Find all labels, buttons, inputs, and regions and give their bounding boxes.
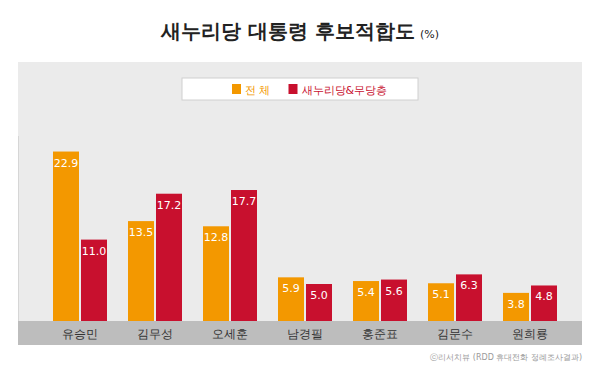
legend-swatch (232, 84, 241, 94)
labels: 22.9 11.0 13.5 17.2 12.8 17.7 5.9 5.0 5.4 5.6 5.1 6… (54, 157, 553, 311)
bar (53, 152, 79, 321)
title-text: 새누리당 대통령 후보적합도 (160, 19, 415, 43)
category-band (18, 321, 582, 345)
bars (53, 152, 557, 321)
chart: 새누리당 대통령 후보적합도 (%) 전 체 새누리당&무당층 22.9 11.0 13.5… (0, 0, 600, 367)
bar (531, 285, 557, 321)
bar (231, 190, 257, 321)
category-label: 오세훈 (212, 327, 248, 341)
category-label: 김문수 (437, 327, 473, 341)
category-label: 김무성 (137, 327, 173, 341)
bar (353, 281, 379, 321)
data-label: 17.2 (157, 199, 182, 212)
category-label: 원희룡 (512, 327, 548, 341)
data-label: 6.3 (460, 279, 478, 292)
data-label: 3.8 (507, 298, 525, 311)
bar (428, 283, 454, 321)
data-label: 5.6 (385, 285, 403, 298)
bar (203, 226, 229, 321)
data-label: 5.1 (432, 288, 450, 301)
legend-label: 전 체 (245, 84, 271, 97)
data-label: 22.9 (54, 157, 79, 170)
title: 새누리당 대통령 후보적합도 (%) (160, 19, 439, 43)
bar (81, 240, 107, 321)
data-label: 11.0 (82, 245, 107, 258)
category-label: 홍준표 (362, 327, 398, 341)
category-label: 남경필 (287, 327, 323, 341)
category-label: 유승민 (62, 327, 98, 341)
legend: 전 체 새누리당&무당층 (182, 78, 418, 100)
data-label: 13.5 (129, 226, 154, 239)
bar (503, 293, 529, 321)
value-axis-line (18, 136, 19, 321)
bar (128, 221, 154, 321)
legend-swatch (289, 84, 298, 94)
bar (381, 280, 407, 321)
data-label: 5.9 (282, 282, 300, 295)
plot-panel (18, 62, 582, 345)
data-label: 17.7 (232, 195, 257, 208)
data-label: 5.4 (357, 286, 375, 299)
bar (278, 277, 304, 321)
bar (156, 194, 182, 321)
data-label: 5.0 (310, 289, 328, 302)
bar (456, 274, 482, 321)
legend-label: 새누리당&무당층 (302, 84, 388, 97)
legend-box (182, 78, 418, 100)
data-label: 4.8 (535, 290, 553, 303)
data-label: 12.8 (204, 231, 229, 244)
unit: (%) (420, 28, 439, 41)
bar (306, 284, 332, 321)
source: ⓒ리서치뷰 (RDD 휴대전화 정례조사결과) (430, 353, 582, 362)
